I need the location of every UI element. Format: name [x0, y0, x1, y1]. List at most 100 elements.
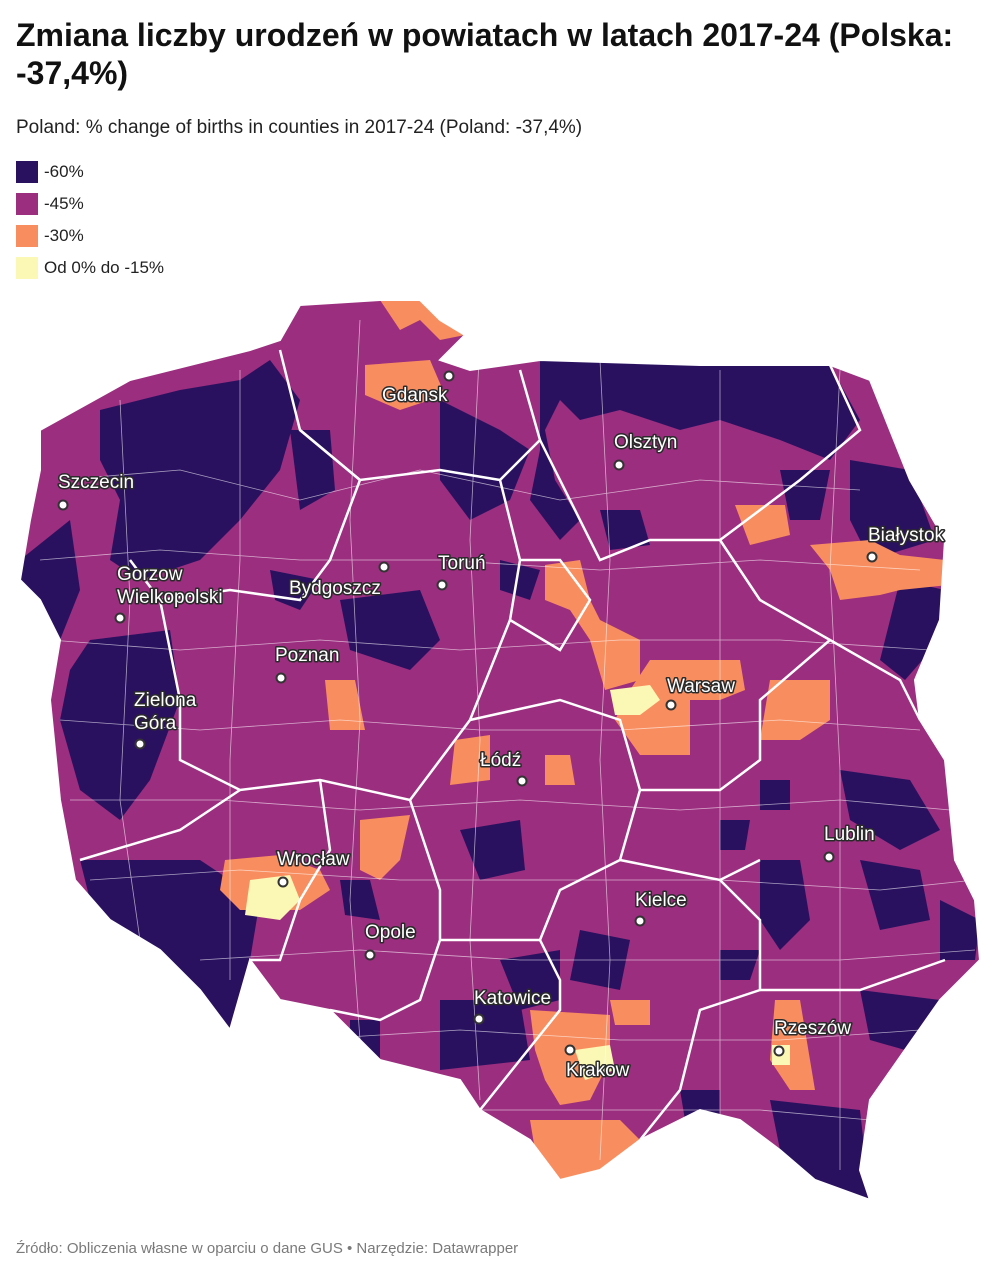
region-bydgoszcz-dark: [340, 590, 440, 670]
region-west-pomerania-dark: [100, 360, 300, 580]
city-label-bydgoszcz: Bydgoszcz: [289, 578, 381, 599]
legend-swatch-30: [16, 225, 38, 247]
region-ostroleka-orange: [735, 505, 790, 545]
region-rzeszow-orange: [770, 1000, 815, 1090]
region-stalowa-dark: [720, 950, 760, 980]
legend-item-45: -45%: [16, 192, 164, 216]
legend-item-0-15: Od 0% do -15%: [16, 256, 164, 280]
city-label-szczecin: Szczecin: [58, 472, 134, 493]
legend-swatch-45: [16, 193, 38, 215]
city-label-olsztyn: Olsztyn: [614, 432, 677, 453]
city-dot-zielona-gora: [134, 738, 146, 750]
region-tatra-orange: [530, 1120, 640, 1180]
legend-item-60: -60%: [16, 160, 164, 184]
city-label-rzeszow: Rzeszów: [774, 1018, 851, 1039]
country-outline: [18, 299, 982, 1202]
poland-county-map: Gdansk Olsztyn Szczecin Białystok Gorzow…: [18, 299, 982, 1202]
city-dot-krakow: [564, 1044, 576, 1056]
page-subtitle: Poland: % change of births in counties i…: [16, 117, 583, 138]
legend-item-30: -30%: [16, 224, 164, 248]
city-label-bialystok: Białystok: [868, 525, 945, 546]
legend-swatch-0-15: [16, 257, 38, 279]
region-nowy-sacz-dark: [680, 1090, 720, 1150]
city-label-opole: Opole: [365, 922, 416, 943]
region-lomza-dark: [780, 470, 830, 520]
region-silesia-dark: [440, 1000, 530, 1070]
region-mazury-dark: [600, 510, 650, 550]
region-hel-orange: [380, 300, 465, 340]
city-dot-lublin: [823, 851, 835, 863]
city-dot-szczecin: [57, 499, 69, 511]
city-label-katowice: Katowice: [474, 988, 551, 1009]
legend-label-60: -60%: [44, 162, 84, 181]
city-label-torun: Toruń: [438, 553, 486, 574]
source-footer: Źródło: Obliczenia własne w oparciu o da…: [16, 1240, 519, 1257]
region-warsaw-west-light: [610, 685, 660, 715]
legend-swatch-60: [16, 161, 38, 183]
legend: -60% -45% -30% Od 0% do -15%: [16, 160, 164, 288]
city-label-poznan: Poznan: [275, 645, 339, 666]
region-gdansk-orange: [365, 360, 445, 410]
region-krakow-ring-orange: [530, 1010, 610, 1105]
region-bochnia-orange: [610, 1000, 650, 1025]
city-markers: Gdansk Olsztyn Szczecin Białystok Gorzow…: [57, 370, 946, 1083]
city-dot-lodz: [516, 775, 528, 787]
city-dot-torun: [436, 579, 448, 591]
city-dot-olsztyn: [613, 459, 625, 471]
city-dot-bydgoszcz: [378, 561, 390, 573]
city-label-wroclaw: Wrocław: [277, 849, 350, 870]
region-podlasie-east-dark: [880, 580, 945, 680]
region-piotrkow-dark: [460, 820, 525, 880]
region-krasnik-dark: [760, 860, 810, 950]
legend-label-30: -30%: [44, 226, 84, 245]
region-przemysl-dark: [860, 990, 940, 1050]
region-kuyavia-dark: [500, 560, 540, 600]
regions-0-15: [245, 685, 790, 1080]
region-lublin-north-dark: [840, 770, 940, 850]
city-label-warsaw: Warsaw: [667, 676, 735, 697]
region-zawiercie-dark: [500, 950, 560, 1010]
region-radom-dark: [720, 820, 750, 850]
region-bialystok-orange: [810, 540, 948, 600]
voivodeship-borders: [79, 349, 946, 1141]
region-kashubia-dark: [440, 400, 530, 520]
legend-label-0-15: Od 0% do -15%: [44, 258, 165, 277]
region-olesno-dark: [340, 880, 380, 920]
region-olesnica-orange: [360, 815, 410, 880]
region-lodz-east-orange: [545, 755, 575, 785]
county-borders: [39, 319, 976, 1170]
city-label-wielkopolski: Wielkopolski: [117, 587, 223, 608]
region-raciborz-dark: [350, 1020, 380, 1060]
region-plock-orange: [545, 560, 640, 690]
region-lublin-west-dark: [760, 780, 790, 810]
page-title: Zmiana liczby urodzeń w powiatach w lata…: [16, 17, 954, 91]
city-dot-opole: [364, 949, 376, 961]
city-label-gdansk: Gdansk: [382, 385, 448, 406]
region-hrubieszow-dark: [940, 900, 980, 960]
city-label-zielona: Zielona: [134, 690, 197, 711]
city-dot-kielce: [634, 915, 646, 927]
region-warsaw-ring-orange: [615, 660, 745, 755]
legend-label-45: -45%: [44, 194, 84, 213]
regions-30: [220, 300, 948, 1180]
region-lower-silesia-dark: [80, 860, 270, 1030]
city-label-kielce: Kielce: [635, 890, 687, 911]
region-bieszczady-dark: [770, 1100, 870, 1200]
city-dot-rzeszow: [773, 1045, 785, 1057]
region-lubusz-dark: [60, 630, 180, 820]
region-lublin-east-dark: [860, 860, 930, 930]
city-label-lublin: Lublin: [824, 824, 875, 845]
city-label-krakow: Krakow: [566, 1060, 630, 1081]
city-dot-gdansk: [443, 370, 455, 382]
city-dot-gorzow: [114, 612, 126, 624]
city-dot-katowice: [473, 1013, 485, 1025]
city-dot-warsaw: [665, 699, 677, 711]
city-dot-wroclaw: [277, 876, 289, 888]
city-label-lodz: Łódź: [480, 750, 521, 771]
city-label-gora: Góra: [134, 713, 177, 734]
city-dot-bialystok: [866, 551, 878, 563]
region-notec-dark: [270, 570, 320, 610]
region-siedlce-orange: [760, 680, 830, 740]
region-poznan-west-orange: [325, 680, 365, 730]
city-dot-poznan: [275, 672, 287, 684]
